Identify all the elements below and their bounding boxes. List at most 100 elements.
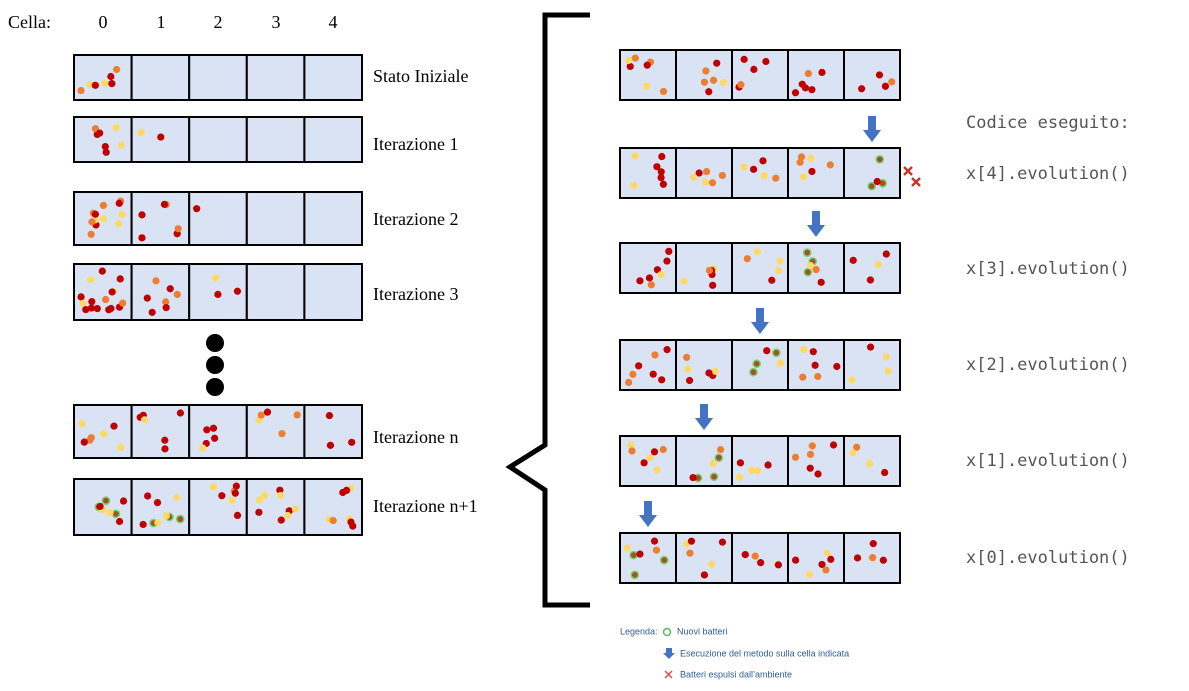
- bacterium: [719, 172, 726, 179]
- bacterium: [703, 168, 710, 175]
- bacterium: [96, 503, 103, 510]
- bacterium: [883, 250, 890, 257]
- bacterium: [809, 442, 816, 449]
- bacterium: [805, 70, 812, 77]
- ellipsis: [206, 356, 224, 374]
- cell: [732, 50, 788, 100]
- bacterium: [624, 544, 631, 551]
- bacterium: [792, 557, 799, 564]
- cell: [247, 192, 305, 245]
- legend-icon: [663, 648, 675, 659]
- bacterium: [689, 474, 696, 481]
- bacterium: [277, 492, 284, 499]
- bacterium: [761, 172, 768, 179]
- bacterium: [77, 87, 84, 94]
- bacterium: [212, 274, 219, 281]
- bacterium: [764, 461, 771, 468]
- bacterium: [663, 346, 670, 353]
- bacterium: [706, 267, 713, 274]
- bacterium: [876, 71, 883, 78]
- bacterium: [102, 497, 109, 504]
- bacterium: [750, 368, 757, 375]
- cell: [74, 117, 132, 162]
- bacterium: [80, 300, 87, 307]
- bacterium: [161, 201, 168, 208]
- bacterium: [709, 282, 716, 289]
- bacterium: [885, 367, 892, 374]
- bacterium: [719, 539, 726, 546]
- bacterium: [100, 215, 107, 222]
- bacterium: [741, 56, 748, 63]
- bacterium: [807, 465, 814, 472]
- bacterium: [144, 492, 151, 499]
- code-line: x[1].evolution(): [966, 451, 1130, 471]
- bacterium: [740, 163, 747, 170]
- code-line: x[3].evolution(): [966, 259, 1130, 279]
- bacterium: [658, 376, 665, 383]
- bacterium: [710, 77, 717, 84]
- row-label: Iterazione 1: [373, 134, 458, 154]
- bacterium: [94, 305, 101, 312]
- bacterium: [174, 291, 181, 298]
- bacterium: [627, 63, 634, 70]
- legend-icon: [665, 671, 672, 678]
- bacterium: [193, 205, 200, 212]
- bacterium: [100, 430, 107, 437]
- cell: [676, 340, 732, 390]
- bacterium: [702, 178, 709, 185]
- bacterium: [799, 374, 806, 381]
- bacterium: [797, 159, 804, 166]
- bacterium: [163, 512, 170, 519]
- bacterium: [768, 277, 775, 284]
- bacterium: [808, 168, 815, 175]
- bacterium: [660, 446, 667, 453]
- bacterium: [753, 360, 760, 367]
- bacterium: [827, 556, 834, 563]
- bacterium: [255, 509, 262, 516]
- bacterium: [210, 483, 217, 490]
- bacterium: [772, 175, 779, 182]
- bacterium: [818, 69, 825, 76]
- cell: [189, 55, 247, 100]
- bacterium: [644, 62, 651, 69]
- bacterium: [848, 376, 855, 383]
- bacterium: [631, 571, 638, 578]
- cell: [304, 192, 362, 245]
- bacterium: [661, 557, 668, 564]
- bacterium: [680, 277, 687, 284]
- bacterium: [327, 442, 334, 449]
- bacterium: [800, 346, 807, 353]
- bacterium: [628, 447, 635, 454]
- cell: [844, 50, 900, 100]
- bacterium: [869, 554, 876, 561]
- cell-index: 0: [99, 12, 108, 32]
- bacterium: [882, 83, 889, 90]
- bacterium: [701, 571, 708, 578]
- legend-item: Batteri espulsi dall’ambiente: [680, 669, 792, 679]
- bacterium: [849, 449, 856, 456]
- bacterium: [82, 306, 89, 313]
- bacterium: [203, 426, 210, 433]
- bacterium: [800, 173, 807, 180]
- bacterium: [683, 354, 690, 361]
- bacterium: [807, 155, 814, 162]
- bacterium: [199, 444, 206, 451]
- bacterium: [684, 366, 691, 373]
- row-label: Iterazione n: [373, 427, 458, 447]
- bacterium: [824, 549, 831, 556]
- bacterium: [116, 200, 123, 207]
- bacterium: [138, 211, 145, 218]
- bacterium: [640, 459, 647, 466]
- bacterium: [348, 439, 355, 446]
- bacterium: [709, 460, 716, 467]
- bacterium: [868, 183, 875, 190]
- bacterium: [750, 66, 757, 73]
- bacterium: [630, 552, 637, 559]
- bacterium: [827, 161, 834, 168]
- bacterium: [92, 82, 99, 89]
- bacterium: [748, 467, 755, 474]
- bacterium: [106, 509, 113, 516]
- bacterium: [867, 276, 874, 283]
- bacterium: [705, 369, 712, 376]
- cell: [676, 436, 732, 486]
